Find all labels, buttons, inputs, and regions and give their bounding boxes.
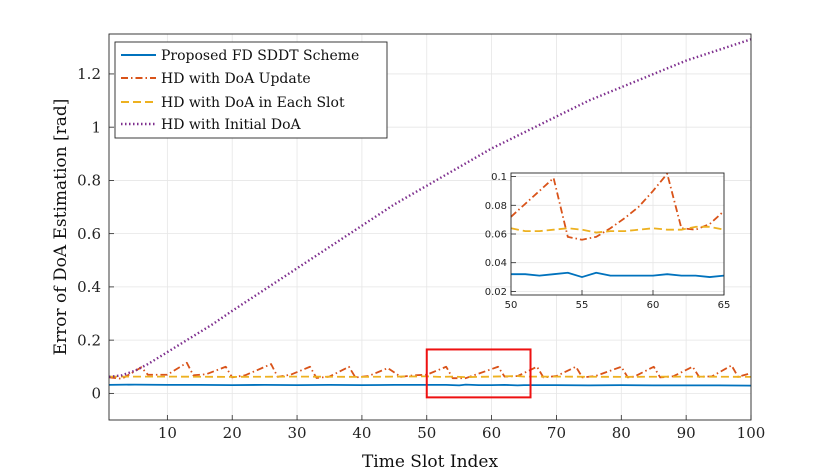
inset-y-tick-label: 0.1 xyxy=(491,172,507,183)
inset-ticks: 50 55 60 65 0.02 0.04 0.06 0.08 0.1 xyxy=(485,172,731,311)
inset-chart: 50 55 60 65 0.02 0.04 0.06 0.08 0.1 xyxy=(485,172,731,311)
main-x-tick-label: 10 xyxy=(158,424,177,442)
main-x-tick-label: 40 xyxy=(352,424,371,442)
inset-series xyxy=(510,172,725,278)
main-ticks: 10 20 30 40 50 60 70 80 90 100 0 0.2 0.4 0.6 0.8 1 1.2 xyxy=(77,65,765,442)
main-y-tick-label: 0.8 xyxy=(77,172,101,190)
legend-label-hd-each-slot: HD with DoA in Each Slot xyxy=(161,95,345,111)
main-x-tick-label: 60 xyxy=(482,424,501,442)
main-series-hd-with-doa-in-each-slot xyxy=(109,375,752,379)
main-x-tick-label: 90 xyxy=(677,424,696,442)
legend-label-hd-initial: HD with Initial DoA xyxy=(161,117,301,133)
main-plot-frame xyxy=(108,33,752,421)
legend-box xyxy=(114,41,388,139)
legend-label-hd-update: HD with DoA Update xyxy=(161,71,311,87)
inset-x-tick-label: 60 xyxy=(647,300,660,311)
inset-x-tick-label: 50 xyxy=(505,300,518,311)
zoom-highlight-box xyxy=(425,348,532,399)
main-y-tick-label: 0.4 xyxy=(77,278,101,296)
y-axis-label: Error of DoA Estimation [rad] xyxy=(51,99,71,356)
main-y-tick-label: 0.2 xyxy=(77,331,101,349)
main-series-hd-with-doa-update xyxy=(108,361,752,380)
main-y-tick-label: 0 xyxy=(91,385,101,403)
main-y-tick-label: 1.2 xyxy=(77,65,101,83)
inset-series-hd-with-doa-update xyxy=(510,172,725,241)
main-x-tick-label: 30 xyxy=(288,424,307,442)
inset-y-tick-label: 0.02 xyxy=(485,287,507,298)
main-x-tick-label: 80 xyxy=(612,424,631,442)
main-x-tick-label: 20 xyxy=(223,424,242,442)
inset-y-tick-label: 0.04 xyxy=(485,258,507,269)
inset-y-tick-label: 0.06 xyxy=(485,230,507,241)
main-series-hd-with-initial-doa xyxy=(108,38,752,379)
x-axis-label: Time Slot Index xyxy=(362,452,499,472)
inset-x-tick-label: 55 xyxy=(576,300,589,311)
inset-y-tick-label: 0.08 xyxy=(485,201,507,212)
main-x-tick-label: 70 xyxy=(547,424,566,442)
main-x-tick-label: 50 xyxy=(417,424,436,442)
legend: Proposed FD SDDT Scheme HD with DoA Upda… xyxy=(114,41,388,139)
inset-x-tick-label: 65 xyxy=(718,300,731,311)
inset-series-proposed-fd-sddt-scheme xyxy=(511,271,725,278)
legend-label-proposed: Proposed FD SDDT Scheme xyxy=(161,48,359,64)
main-x-tick-label: 100 xyxy=(737,424,766,442)
main-series xyxy=(108,38,752,387)
main-y-tick-label: 1 xyxy=(91,118,101,136)
main-y-tick-label: 0.6 xyxy=(77,225,101,243)
main-series-proposed-fd-sddt-scheme xyxy=(108,383,752,387)
